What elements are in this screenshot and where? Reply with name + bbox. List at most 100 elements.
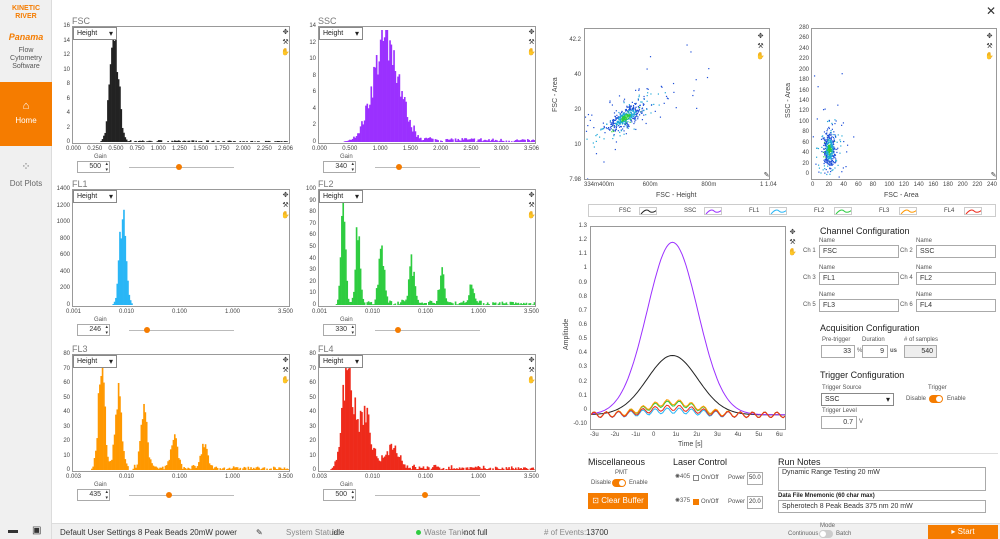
hist-3-bar [452, 303, 454, 305]
channel-6-name-input[interactable]: FL4 [916, 299, 996, 312]
hist-3-hand-icon[interactable]: ✋ [527, 212, 536, 219]
hist-2-crosshair-icon[interactable]: ✥ [282, 192, 289, 199]
channel-1-name-input[interactable]: FSC [819, 245, 899, 258]
hist-1-plot[interactable] [318, 26, 536, 144]
nav-dot-plots[interactable]: ⁘ Dot Plots [0, 160, 52, 200]
hist-2-gain-knob[interactable] [143, 327, 150, 333]
channel-3-name-input[interactable]: FL1 [819, 272, 899, 285]
dot-point [623, 133, 625, 135]
hist-5-zoom-icon[interactable]: ⚒ [528, 367, 535, 374]
save-icon[interactable]: ▣ [32, 525, 42, 536]
wave-pan-icon[interactable]: ✥ [789, 229, 796, 236]
pmt-toggle[interactable] [612, 479, 626, 487]
hist-0-plot[interactable] [72, 26, 290, 144]
hist-3-gain-input[interactable]: 330 [323, 324, 356, 336]
channel-4-name-input[interactable]: FL2 [916, 272, 996, 285]
dot-point [832, 145, 834, 147]
hist-5-gain-knob[interactable] [422, 492, 429, 498]
hist-4-gain-knob[interactable] [165, 492, 172, 498]
folder-icon[interactable]: ▬ [8, 525, 18, 536]
wave-zoom-icon[interactable]: ⚒ [789, 239, 796, 246]
hist-0-crosshair-icon[interactable]: ✥ [282, 29, 289, 36]
hist-2-mode-select[interactable]: Height [73, 190, 117, 203]
mode-label: Mode [820, 523, 836, 529]
hist-4-hand-icon[interactable]: ✋ [281, 377, 290, 384]
laser-405-checkbox[interactable] [693, 475, 699, 481]
duration-input[interactable]: 9 [862, 345, 888, 358]
close-icon[interactable]: ✕ [986, 4, 997, 18]
hist-5-ytick: 80 [309, 351, 316, 357]
hist-1-gain-input[interactable]: 340 [323, 161, 356, 173]
hist-5-mode-select[interactable]: Height [319, 355, 363, 368]
edit-icon[interactable]: ✎ [256, 528, 263, 537]
hist-2-gain-slider[interactable] [129, 330, 234, 331]
hist-2-zoom-icon[interactable]: ⚒ [282, 202, 289, 209]
hist-3-gain-slider[interactable] [375, 330, 480, 331]
channel-5-name-input[interactable]: FL3 [819, 299, 899, 312]
hist-1-gain-slider[interactable] [375, 167, 480, 168]
trigger-toggle[interactable] [929, 395, 943, 403]
hist-4-bar [107, 456, 109, 470]
hist-3-gain-knob[interactable] [395, 327, 402, 333]
dot-point [823, 137, 825, 139]
nav-home[interactable]: ⌂ Home [0, 82, 52, 146]
wave-hand-icon[interactable]: ✋ [788, 249, 797, 256]
hist-2-hand-icon[interactable]: ✋ [281, 212, 290, 219]
hist-2-plot[interactable] [72, 189, 290, 307]
hist-5-crosshair-icon[interactable]: ✥ [528, 357, 535, 364]
hist-1-bar [498, 140, 501, 142]
hist-1-crosshair-icon[interactable]: ✥ [528, 29, 535, 36]
hist-4-crosshair-icon[interactable]: ✥ [282, 357, 289, 364]
dot2-tool-icon[interactable]: ⚒ [986, 43, 993, 50]
hist-2-gain-input[interactable]: 246 [77, 324, 110, 336]
mode-toggle[interactable] [819, 530, 833, 538]
dot1-tool-icon[interactable]: ✋ [756, 53, 765, 60]
waveform-plot[interactable] [590, 226, 786, 430]
hist-2-xtick: 0.001 [66, 309, 82, 315]
hist-4-mode-select[interactable]: Height [73, 355, 117, 368]
hist-0-hand-icon[interactable]: ✋ [281, 49, 290, 56]
hist-4-plot[interactable] [72, 354, 290, 472]
hist-0-bar [167, 141, 169, 142]
dot2-tool-icon[interactable]: ✋ [985, 53, 994, 60]
dot-point [825, 142, 828, 145]
hist-0-gain-knob[interactable] [176, 164, 183, 170]
dot2-tool-icon[interactable]: ✥ [986, 33, 993, 40]
hist-1-mode-select[interactable]: Height [319, 27, 363, 40]
hist-4-gain-slider[interactable] [129, 495, 234, 496]
hist-3-crosshair-icon[interactable]: ✥ [528, 192, 535, 199]
laser-375-power[interactable]: 20.0 [747, 496, 763, 509]
run-notes-input[interactable]: Dynamic Range Testing 20 mW [778, 467, 986, 491]
hist-4-gain-input[interactable]: 435 [77, 489, 110, 501]
hist-1-bar [359, 126, 362, 142]
trigger-source-select[interactable]: SSC [821, 393, 894, 406]
dot1-tool-icon[interactable]: ✥ [757, 33, 764, 40]
dot-plot-ssc[interactable] [795, 28, 997, 226]
hist-3-plot[interactable] [318, 189, 536, 307]
dot-point [612, 122, 614, 124]
dot1-edit-icon[interactable]: ✎ [763, 172, 770, 179]
laser-375-checkbox[interactable] [693, 499, 699, 505]
hist-1-gain-knob[interactable] [396, 164, 403, 170]
hist-1-hand-icon[interactable]: ✋ [527, 49, 536, 56]
dot1-tool-icon[interactable]: ⚒ [757, 43, 764, 50]
hist-0-mode-select[interactable]: Height [73, 27, 117, 40]
hist-4-zoom-icon[interactable]: ⚒ [282, 367, 289, 374]
start-button[interactable]: ▸ Start [928, 525, 998, 539]
hist-5-gain-input[interactable]: 500 [323, 489, 356, 501]
dot-plot-fsc[interactable] [551, 28, 770, 180]
hist-3-mode-select[interactable]: Height [319, 190, 363, 203]
hist-3-zoom-icon[interactable]: ⚒ [528, 202, 535, 209]
dot2-edit-icon[interactable]: ✎ [990, 172, 997, 179]
hist-5-plot[interactable] [318, 354, 536, 472]
hist-0-zoom-icon[interactable]: ⚒ [282, 39, 289, 46]
pre-trigger-input[interactable]: 33 [821, 345, 855, 358]
laser-405-power[interactable]: 50.0 [747, 472, 763, 485]
mnemonic-input[interactable]: Spherotech 8 Peak Beads 375 nm 20 mW [778, 500, 986, 513]
trigger-level-input[interactable]: 0.7 [821, 416, 857, 429]
hist-0-gain-input[interactable]: 500 [77, 161, 110, 173]
hist-5-hand-icon[interactable]: ✋ [527, 377, 536, 384]
clear-buffer-button[interactable]: ⊡ Clear Buffer [588, 493, 648, 509]
hist-1-zoom-icon[interactable]: ⚒ [528, 39, 535, 46]
channel-2-name-input[interactable]: SSC [916, 245, 996, 258]
